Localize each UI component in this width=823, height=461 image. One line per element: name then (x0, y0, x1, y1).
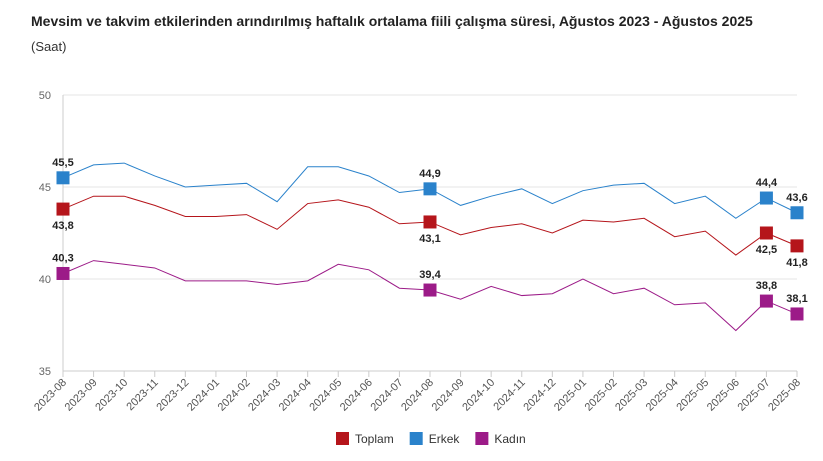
data-label: 40,3 (52, 252, 73, 264)
legend-swatch-Toplam (336, 432, 349, 445)
chart-title: Mevsim ve takvim etkilerinden arındırılm… (31, 13, 753, 29)
data-marker (759, 294, 773, 308)
data-marker (790, 239, 804, 253)
x-tick-label: 2023-11 (124, 377, 160, 413)
x-tick-label: 2024-06 (338, 377, 375, 414)
y-tick-label: 40 (39, 274, 51, 286)
data-label: 43,6 (786, 192, 807, 204)
data-label: 41,8 (786, 257, 807, 269)
x-tick-label: 2025-05 (674, 377, 711, 414)
x-tick-label: 2024-10 (460, 377, 497, 414)
legend-label-Kadın: Kadın (494, 432, 525, 446)
data-marker (759, 226, 773, 240)
data-marker (423, 283, 437, 297)
x-tick-label: 2023-08 (32, 377, 69, 414)
data-marker (56, 202, 70, 216)
x-tick-label: 2024-12 (521, 377, 558, 414)
data-label: 45,5 (52, 157, 73, 169)
data-marker (56, 266, 70, 280)
data-marker (423, 215, 437, 229)
legend-label-Erkek: Erkek (429, 432, 461, 446)
x-tick-label: 2025-01 (552, 377, 589, 414)
data-marker (759, 191, 773, 205)
x-tick-label: 2025-03 (613, 377, 650, 414)
data-label: 38,8 (756, 280, 777, 292)
legend-label-Toplam: Toplam (355, 432, 394, 446)
x-tick-label: 2024-04 (277, 377, 314, 414)
data-label: 43,8 (52, 220, 73, 232)
data-label: 39,4 (419, 269, 441, 281)
data-label: 43,1 (419, 233, 440, 245)
x-tick-label: 2024-11 (491, 377, 527, 413)
data-label: 44,9 (419, 168, 440, 180)
y-tick-label: 45 (39, 182, 51, 194)
x-tick-label: 2024-08 (399, 377, 436, 414)
x-tick-label: 2024-02 (216, 377, 253, 414)
data-marker (423, 182, 437, 196)
x-tick-label: 2025-02 (583, 377, 620, 414)
data-label: 44,4 (756, 177, 778, 189)
data-label: 38,1 (786, 293, 807, 305)
x-tick-label: 2024-05 (307, 377, 344, 414)
x-tick-label: 2024-03 (246, 377, 283, 414)
data-marker (56, 171, 70, 185)
x-tick-label: 2025-07 (736, 377, 773, 414)
x-tick-label: 2025-08 (766, 377, 803, 414)
chart-subtitle: (Saat) (31, 39, 67, 54)
x-tick-label: 2024-09 (430, 377, 467, 414)
data-marker (790, 307, 804, 321)
x-tick-label: 2023-12 (154, 377, 191, 414)
x-tick-label: 2024-01 (185, 377, 222, 414)
data-marker (790, 206, 804, 220)
x-tick-label: 2023-10 (93, 377, 130, 414)
x-tick-label: 2025-06 (705, 377, 742, 414)
x-tick-label: 2023-09 (63, 377, 100, 414)
x-tick-label: 2025-04 (644, 377, 681, 414)
legend-swatch-Kadın (475, 432, 489, 445)
y-tick-label: 50 (39, 90, 51, 102)
data-label: 42,5 (756, 244, 777, 256)
legend-swatch-Erkek (409, 432, 423, 445)
y-tick-label: 35 (39, 366, 51, 378)
x-tick-label: 2024-07 (369, 377, 406, 414)
